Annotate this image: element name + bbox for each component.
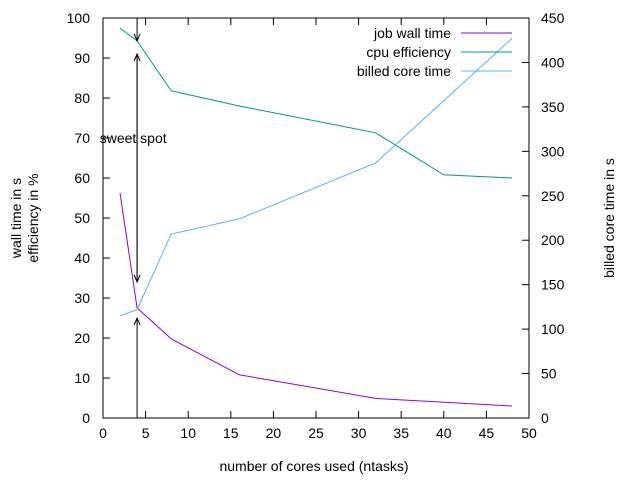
x-tick-label: 20 bbox=[266, 425, 282, 441]
plot-area bbox=[119, 27, 513, 407]
y-tick-label: 0 bbox=[82, 410, 90, 426]
plot-frame bbox=[102, 17, 530, 419]
x-tick-label: 10 bbox=[180, 425, 196, 441]
y-tick-label: 70 bbox=[74, 130, 90, 146]
y2-tick-label: 400 bbox=[541, 54, 565, 70]
y2-tick-label: 450 bbox=[541, 10, 565, 26]
y2-tick-label: 0 bbox=[541, 410, 549, 426]
legend-label: billed core time bbox=[357, 63, 451, 79]
x-tick-label: 35 bbox=[393, 425, 409, 441]
y-axis-label-line-1: wall time in s bbox=[8, 178, 24, 259]
y2-tick-label: 150 bbox=[541, 277, 565, 293]
y-tick-label: 100 bbox=[67, 10, 91, 26]
y2-tick-label: 350 bbox=[541, 99, 565, 115]
series-line-job-wall-time bbox=[119, 192, 513, 407]
y2-tick-label: 50 bbox=[541, 366, 557, 382]
legend-label: job wall time bbox=[373, 25, 451, 41]
x-tick-label: 25 bbox=[308, 425, 324, 441]
y2-tick-label: 250 bbox=[541, 188, 565, 204]
series-line-billed-core-time bbox=[119, 38, 513, 317]
x-tick-label: 50 bbox=[521, 425, 537, 441]
y-axis-label-line-2: efficiency in % bbox=[25, 173, 41, 262]
y-tick-label: 30 bbox=[74, 290, 90, 306]
y-tick-label: 60 bbox=[74, 170, 90, 186]
annotation-arrowhead bbox=[133, 316, 141, 326]
series-line-cpu-efficiency bbox=[119, 27, 513, 179]
annotation-text: sweet spot bbox=[100, 130, 167, 146]
y-tick-label: 40 bbox=[74, 250, 90, 266]
y2-axis-label: billed core time in s bbox=[601, 158, 617, 278]
y-tick-label: 10 bbox=[74, 370, 90, 386]
x-tick-label: 5 bbox=[142, 425, 150, 441]
annotation-arrowhead bbox=[133, 33, 141, 43]
legend: job wall time cpu efficiency billed core t… bbox=[357, 25, 512, 79]
legend-label: cpu efficiency bbox=[366, 44, 451, 60]
x-tick-label: 45 bbox=[479, 425, 495, 441]
y2-tick-label: 300 bbox=[541, 143, 565, 159]
annotation-arrowhead bbox=[133, 274, 141, 284]
label-layer: number of cores used (ntasks) wall time … bbox=[8, 158, 617, 474]
tick-layer: 0 5 10 15 20 25 30 35 40 45 5001020304050607080901… bbox=[67, 10, 565, 441]
x-tick-label: 15 bbox=[223, 425, 239, 441]
x-axis-label: number of cores used (ntasks) bbox=[219, 458, 408, 474]
x-tick-label: 30 bbox=[351, 425, 367, 441]
x-tick-label: 0 bbox=[99, 425, 107, 441]
y2-tick-label: 100 bbox=[541, 321, 565, 337]
y-tick-label: 90 bbox=[74, 50, 90, 66]
arrow-layer bbox=[133, 18, 141, 418]
x-tick-label: 40 bbox=[436, 425, 452, 441]
annotation-layer: sweet spot bbox=[100, 130, 167, 146]
y-tick-label: 80 bbox=[74, 90, 90, 106]
y2-tick-label: 200 bbox=[541, 232, 565, 248]
y-tick-label: 20 bbox=[74, 330, 90, 346]
y-tick-label: 50 bbox=[74, 210, 90, 226]
